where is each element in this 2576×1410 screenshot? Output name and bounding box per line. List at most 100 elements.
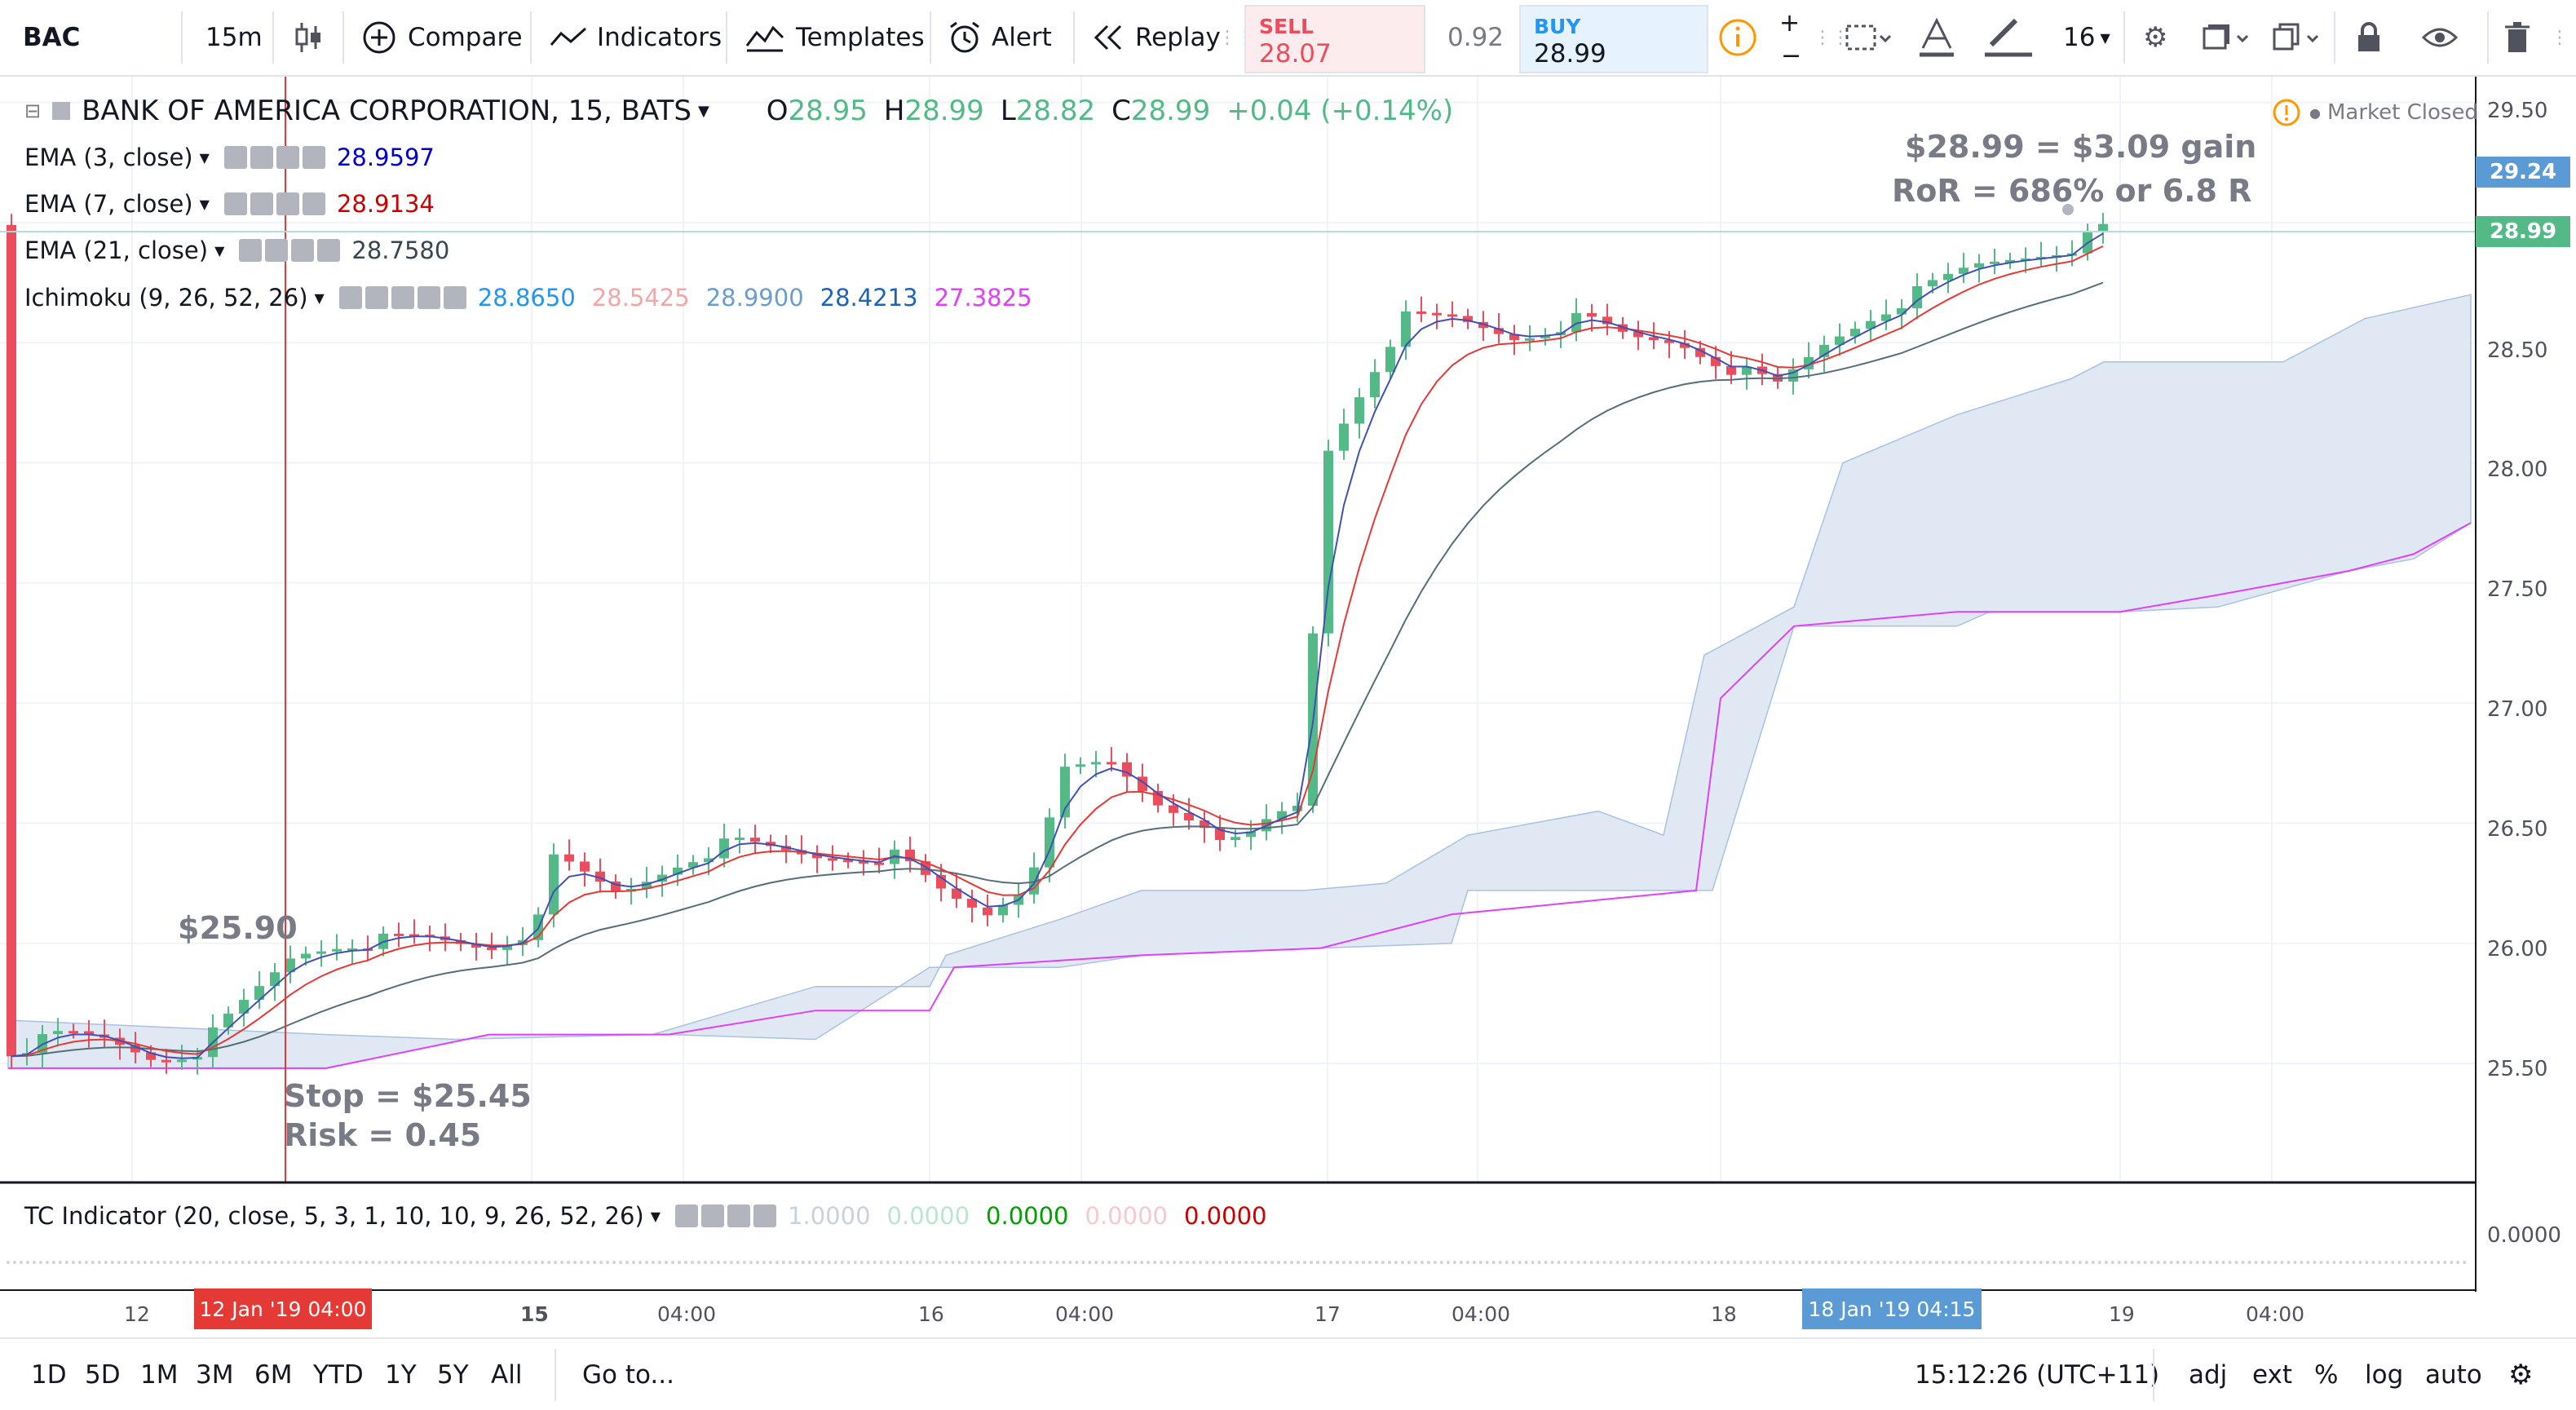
candle-body [874, 862, 884, 865]
range-all[interactable]: All [491, 1359, 523, 1390]
candle-body [657, 874, 667, 882]
percent-toggle[interactable]: % [2314, 1359, 2339, 1390]
candle-body [1680, 343, 1690, 348]
time-axis-label: 19 [2109, 1302, 2135, 1326]
marquee-icon [1845, 24, 1892, 51]
range-5d[interactable]: 5D [85, 1359, 121, 1390]
chevron-down-icon[interactable]: ▼ [199, 196, 210, 212]
range-5y[interactable]: 5Y [437, 1359, 469, 1390]
compare-button[interactable]: Compare [362, 0, 523, 75]
candle-body [673, 867, 683, 875]
candle-body [1850, 329, 1860, 337]
entry-price-annotation[interactable]: $25.90 [178, 910, 298, 946]
ema3-line [11, 232, 2104, 1059]
range-1y[interactable]: 1Y [385, 1359, 417, 1390]
ichimoku-legend[interactable]: Ichimoku (9, 26, 52, 26) ▼ 28.8650 28.54… [24, 284, 1049, 312]
candle-body [1339, 423, 1349, 451]
indicators-label: Indicators [597, 23, 722, 52]
settings-button[interactable]: ⚙ [2143, 0, 2167, 75]
templates-button[interactable]: Templates [745, 0, 925, 75]
clock-timezone[interactable]: 15:12:26 (UTC+11) [1915, 1359, 2160, 1390]
ema21-legend[interactable]: EMA (21, close) ▼ 28.7580 [24, 236, 466, 264]
candle-body [1974, 263, 1984, 268]
tc-indicator-legend[interactable]: TC Indicator (20, close, 5, 3, 1, 10, 10… [24, 1202, 1283, 1230]
high-label: H [883, 95, 905, 127]
candle-body [719, 838, 729, 859]
stop-annotation[interactable]: Stop = $25.45 [284, 1078, 532, 1114]
range-1m[interactable]: 1M [140, 1359, 179, 1390]
ema7-legend[interactable]: EMA (7, close) ▼ 28.9134 [24, 190, 451, 218]
candle-body [967, 899, 977, 908]
candle-body [1695, 347, 1705, 357]
candle-body [1432, 312, 1442, 316]
range-ytd[interactable]: YTD [313, 1359, 364, 1390]
ichimoku-label: Ichimoku (9, 26, 52, 26) [24, 284, 308, 312]
candle-body [84, 1031, 94, 1035]
chevron-down-icon[interactable]: ▼ [314, 290, 325, 306]
clone-button[interactable] [2272, 0, 2319, 75]
divider [2487, 11, 2489, 64]
interval-selector[interactable]: 15m [205, 23, 263, 52]
selection-tool-button[interactable] [1845, 0, 1892, 75]
indicator-buttons[interactable] [223, 146, 325, 169]
indicator-buttons[interactable] [338, 286, 466, 309]
visibility-button[interactable] [2422, 0, 2458, 75]
zoom-out-button[interactable]: − [1781, 41, 1802, 70]
lock-button[interactable] [2355, 0, 2383, 75]
chart-type-button[interactable] [294, 0, 323, 75]
ror-annotation[interactable]: RoR = 686% or 6.8 R [1892, 173, 2252, 209]
scroll-handle[interactable]: ⋮⋮ [2551, 27, 2576, 48]
adj-toggle[interactable]: adj [2189, 1359, 2228, 1390]
chart-settings-button[interactable]: ⚙ [2508, 1339, 2533, 1410]
range-3m[interactable]: 3M [196, 1359, 234, 1390]
candle-body [394, 933, 404, 936]
collapse-icon[interactable]: ⊟ [24, 99, 42, 122]
sell-button[interactable]: SELL 28.07 [1244, 5, 1425, 73]
price-chart[interactable] [0, 77, 2576, 1292]
log-toggle[interactable]: log [2365, 1359, 2404, 1390]
candle-body [2005, 259, 2015, 263]
font-size-selector[interactable]: 16 ▼ [2063, 0, 2110, 75]
divider [2123, 11, 2125, 64]
zoom-in-button[interactable]: + [1779, 8, 1801, 38]
text-tool-button[interactable] [1918, 0, 1955, 75]
indicator-buttons[interactable] [675, 1204, 777, 1227]
range-1d[interactable]: 1D [31, 1359, 67, 1390]
goto-button[interactable]: Go to... [582, 1359, 674, 1390]
layout-button[interactable] [2202, 0, 2249, 75]
flag-icon[interactable] [52, 102, 71, 120]
candle-body [735, 838, 745, 841]
buy-button[interactable]: BUY 28.99 [1519, 5, 1708, 73]
sell-price: 28.07 [1259, 39, 1332, 69]
remove-drawings-button[interactable] [2503, 0, 2531, 75]
indicator-buttons[interactable] [239, 239, 341, 262]
gain-annotation[interactable]: $28.99 = $3.09 gain [1905, 129, 2257, 165]
symbol-title[interactable]: BANK OF AMERICA CORPORATION, 15, BATS [82, 95, 691, 127]
price-tag-high: 29.24 [2476, 157, 2570, 188]
drag-handle[interactable]: ⋮⋮ [1814, 27, 1849, 48]
ema21-label: EMA (21, close) [24, 236, 209, 264]
chevron-down-icon[interactable]: ▼ [199, 149, 210, 166]
alert-button[interactable]: Alert [948, 0, 1052, 75]
risk-annotation[interactable]: Risk = 0.45 [284, 1117, 482, 1153]
candle-body [859, 860, 868, 864]
templates-label: Templates [796, 23, 925, 52]
info-button[interactable] [1717, 0, 1758, 75]
copy-icon [2273, 23, 2319, 51]
symbol-search[interactable]: BAC [23, 23, 81, 52]
market-status-label: Market Closed [2326, 100, 2478, 125]
ext-toggle[interactable]: ext [2252, 1359, 2293, 1390]
chevron-down-icon[interactable]: ▼ [697, 102, 709, 120]
replay-button[interactable]: Replay [1093, 0, 1221, 75]
candle-body [1990, 261, 1999, 264]
indicators-button[interactable]: Indicators [550, 0, 722, 75]
chevron-down-icon[interactable]: ▼ [214, 242, 225, 259]
brush-tool-button[interactable] [1983, 0, 2034, 75]
candle-body [812, 854, 822, 859]
ema3-legend[interactable]: EMA (3, close) ▼ 28.9597 [24, 144, 451, 171]
candle-body [704, 858, 714, 863]
indicator-buttons[interactable] [223, 192, 325, 215]
auto-toggle[interactable]: auto [2425, 1359, 2482, 1390]
chevron-down-icon[interactable]: ▼ [650, 1208, 661, 1224]
range-6m[interactable]: 6M [254, 1359, 293, 1390]
